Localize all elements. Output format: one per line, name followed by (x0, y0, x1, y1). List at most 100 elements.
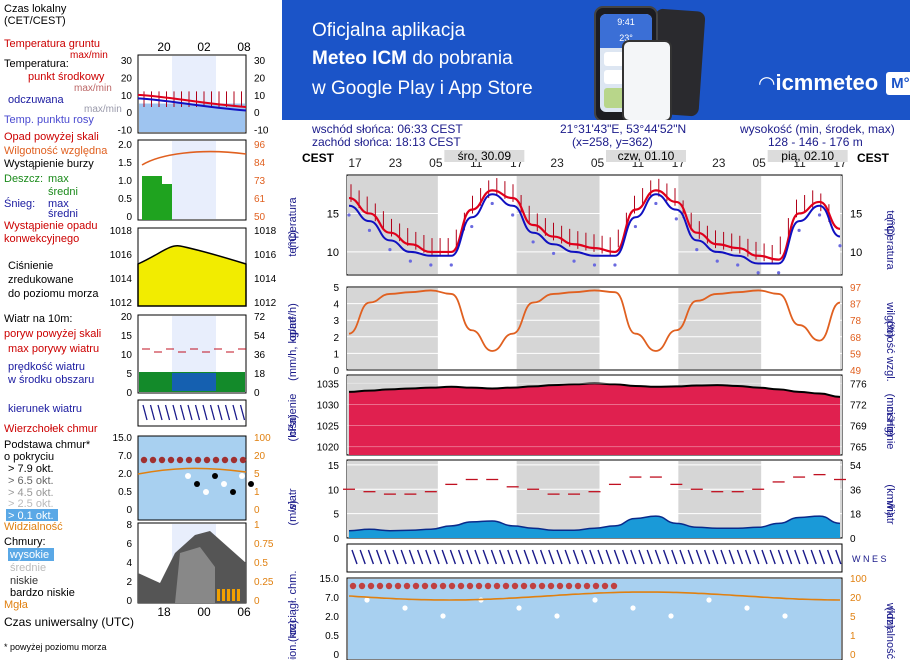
dew-point (551, 251, 556, 256)
dew-point (592, 263, 597, 267)
cloud-dot-white (554, 613, 560, 619)
legend-fog-bar (222, 589, 225, 601)
cloud-dot (349, 582, 357, 590)
sunset: zachód słońca: 18:13 CEST (312, 135, 461, 149)
cloud-dot (574, 582, 582, 590)
wind-arrow (515, 549, 522, 565)
temp-tick-r: 15 (850, 208, 862, 220)
cloud-dot-white (706, 597, 712, 603)
press-ylabel-line: ciśnienie (287, 394, 299, 437)
coordinates: 21°31'43"E, 53°44'52"N (560, 122, 687, 136)
press-tick-r: 776 (850, 379, 867, 390)
humid-tick: 59 (850, 349, 862, 360)
legend-wind-tick: 0 (126, 388, 132, 399)
humid-tick: 97 (850, 283, 862, 294)
humid-ylabel-line: (%) (884, 320, 896, 337)
legend-footnote: * powyżej poziomu morza (4, 642, 107, 652)
legend-cloud-dot2 (230, 489, 236, 495)
local-time-title: Czas lokalny(CET/CEST) (4, 3, 67, 27)
legend-precip-tick: 1.5 (118, 158, 132, 169)
cloud-dot (556, 582, 564, 590)
wind-arrow (695, 549, 703, 565)
legend-cl-tick-r: 1 (254, 520, 260, 531)
precip-ylabel-line: opad (287, 317, 299, 341)
dew-point (736, 263, 740, 267)
dew-point (695, 248, 699, 252)
legend-cloud-tick: 2.0 (118, 469, 132, 480)
legend-wind-tick-r: 18 (254, 369, 266, 380)
wind-arrow (769, 549, 776, 565)
wind-arrow (671, 549, 678, 565)
wind-tick: 0 (333, 534, 339, 545)
dew-point (408, 259, 412, 263)
precip-tick: 4 (333, 300, 339, 311)
press-ylabel-r-line: ciśnienie (884, 407, 896, 450)
cloud-dot-white (630, 605, 636, 611)
humid-ylabel: (%)wilgotność wzgl. (884, 301, 896, 381)
phone-temp: 23° (619, 33, 633, 43)
temp-tick: 10 (327, 247, 339, 259)
legend-temp-tick-r: 30 (254, 56, 266, 67)
wind-arrow (605, 549, 612, 565)
sky-area (348, 579, 841, 659)
legend-fog-bar (232, 589, 235, 601)
precip-ylabel-line: (mm/h, kg/m²/h) (287, 303, 299, 381)
wind-arrow (613, 549, 621, 565)
cloud-dot (475, 582, 483, 590)
precip-ylabel: opad(mm/h, kg/m²/h) (287, 303, 299, 381)
legend-vis-line (137, 467, 247, 475)
phone-time: 9:41 (617, 17, 635, 27)
wind-arrow (818, 549, 826, 565)
legend-rain-max: max (48, 173, 69, 185)
temp-ylabel-r-line: (°C) (884, 217, 896, 237)
wind-arrow (523, 549, 530, 565)
wind-arrow (835, 549, 842, 565)
temp-ylabel-line: temperatura (287, 196, 299, 256)
legend-temp-tick-r: 0 (254, 108, 260, 119)
legend-temp-tick: 30 (121, 56, 133, 67)
legend-dir-arrow (157, 404, 163, 421)
wind-arrow (375, 549, 383, 565)
night-band (678, 461, 762, 537)
legend-dir-arrow (179, 404, 186, 421)
legend-precip-occ-line: Wystąpienie opadu (4, 220, 97, 232)
day-label: czw, 01.10 (618, 150, 675, 163)
legend-precip-occ-line: konwekcyjnego (4, 233, 79, 245)
wind-ylabel-r-line: wiatr (884, 500, 896, 525)
wind-arrow (384, 549, 391, 565)
elevation-values: 128 - 146 - 176 m (768, 135, 863, 149)
top-hour: 02 (197, 40, 211, 54)
dew-point (449, 263, 453, 267)
legend-wind-tick-r: 72 (254, 312, 266, 323)
vis-tick: 0 (850, 650, 856, 660)
vis-ylabel-line: widzialność (884, 602, 896, 660)
wind-arrow (802, 549, 809, 565)
wind-line (348, 515, 841, 532)
app-banner[interactable]: Oficjalna aplikacja Meteo ICM do pobrani… (282, 0, 910, 120)
legend-rain-avg: średni (48, 186, 78, 198)
cloud-ylabel: pion. rozciągł. chm.(km) (287, 571, 299, 660)
wind-ylabel-line: (m/s) (287, 500, 299, 525)
legend-cl-tick: 4 (126, 558, 132, 569)
cloud-dot (385, 582, 393, 590)
cloud-dot (601, 582, 609, 590)
legend-rain-bar2 (162, 184, 172, 220)
wind-arrow (507, 549, 514, 565)
wind-arrow (400, 549, 407, 565)
legend-cloud-dot (239, 456, 247, 464)
legend-humid-tick: 50 (254, 212, 266, 223)
legend-cloud-tick: 0 (126, 505, 132, 516)
legend-vis-tick: 0 (254, 505, 260, 516)
wind-arrow (662, 549, 670, 565)
wind-arrow (482, 549, 489, 565)
legend-dir-arrow (172, 404, 178, 421)
legend-cloud-dot (203, 456, 211, 464)
legend-snow-avg: średni (48, 208, 78, 220)
temp-ylabel-line: (°C) (287, 230, 299, 250)
cloud-tick: 15.0 (320, 574, 340, 585)
cloud-dot (430, 582, 438, 590)
legend-visibility: Widzialność (4, 521, 63, 533)
legend-clouds-area2 (175, 547, 215, 603)
press-tick-r: 765 (850, 443, 867, 454)
